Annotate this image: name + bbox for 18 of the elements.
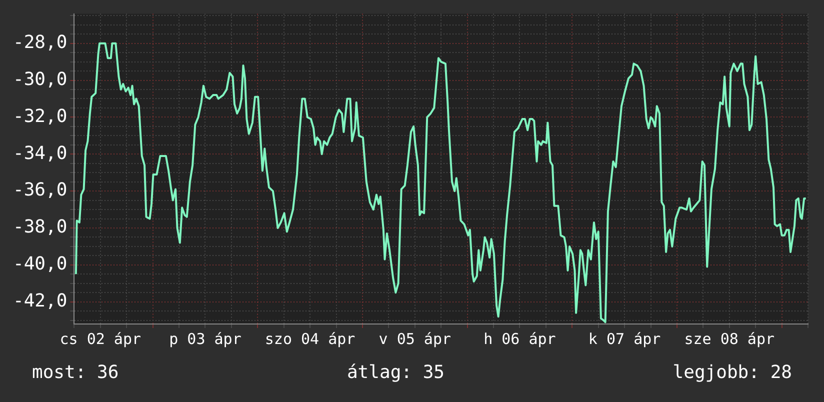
text: most: 36 <box>32 362 119 383</box>
y-tick-label: -30,0 <box>12 68 68 90</box>
y-tick-label: -36,0 <box>12 180 68 201</box>
y-tick-label: -34,0 <box>12 142 68 164</box>
text: átlag: 35 <box>346 362 445 383</box>
y-tick-label: -40,0 <box>12 254 68 275</box>
x-tick-label: h 06 ápr <box>484 330 556 348</box>
x-tick-label: sze 08 ápr <box>684 330 775 348</box>
x-tick-label: v 05 ápr <box>378 330 452 348</box>
y-tick-label: -32,0 <box>12 106 68 127</box>
y-tick-label: -28,0 <box>12 32 68 54</box>
y-tick-label: -38,0 <box>12 216 68 238</box>
y-tick-label: -42,0 <box>12 290 68 312</box>
x-tick-label: p 03 ápr <box>169 330 242 348</box>
x-tick-label: k 07 ápr <box>588 330 661 348</box>
x-tick-label: szo 04 ápr <box>264 330 356 348</box>
x-tick-label: cs 02 ápr <box>60 330 142 348</box>
text: legjobb: 28 <box>672 362 792 383</box>
